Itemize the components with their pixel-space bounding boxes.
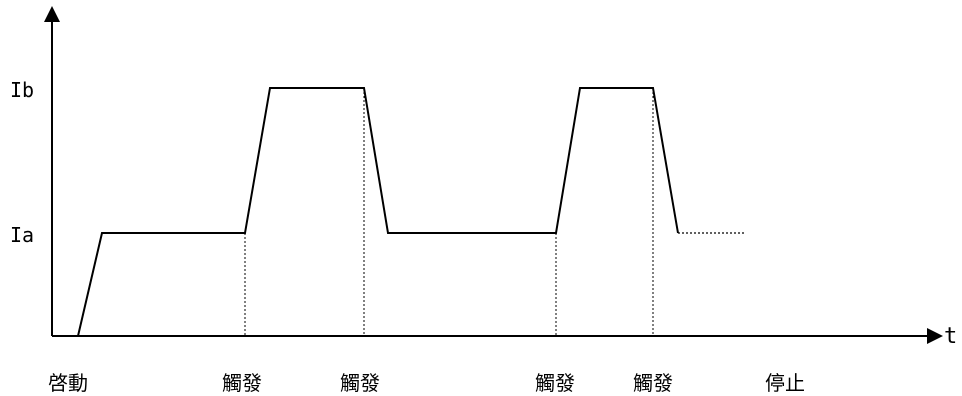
y-label-ib: Ib [10,78,34,102]
event-label-start: 啓動 [48,371,88,395]
event-label-trigger-2: 觸發 [340,371,380,395]
event-label-trigger-3: 觸發 [535,371,575,395]
current-waveform [77,87,679,337]
event-label-stop: 停止 [765,371,805,395]
event-label-trigger-4: 觸發 [633,371,673,395]
event-label-trigger-1: 觸發 [222,371,262,395]
x-axis-label: t [944,324,957,349]
y-label-ia: Ia [10,223,34,247]
